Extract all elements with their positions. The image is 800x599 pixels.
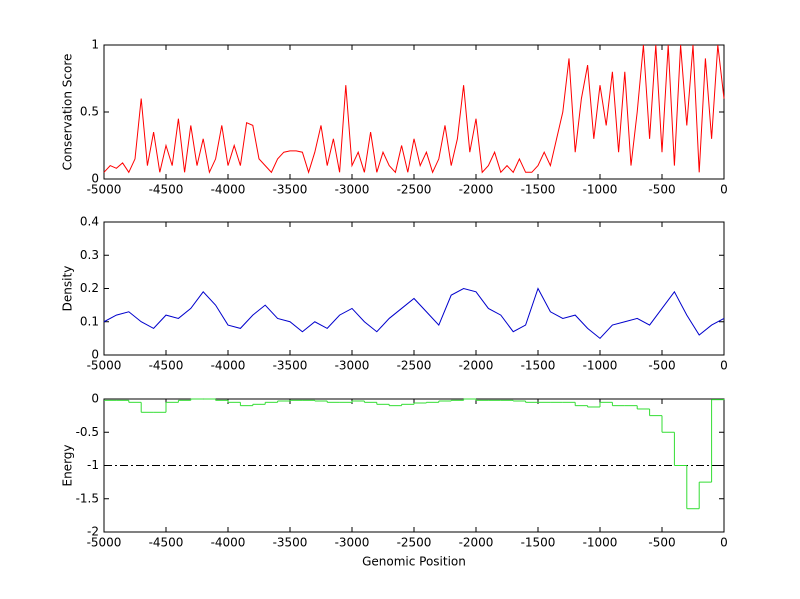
x-tick-label: -2500 — [397, 536, 432, 550]
data-line — [103, 44, 725, 174]
x-tick-label: -4000 — [211, 536, 246, 550]
y-tick-label: 0.4 — [80, 215, 99, 229]
x-tick-label: -4500 — [149, 536, 184, 550]
y-tick-label: -0.5 — [76, 425, 99, 439]
y-tick-label: 0.2 — [80, 281, 99, 295]
x-tick-label: 0 — [720, 183, 728, 197]
x-tick-label: -2000 — [459, 183, 494, 197]
x-tick-label: -1500 — [521, 536, 556, 550]
x-tick-label: -3000 — [335, 536, 370, 550]
x-tick-label: -4000 — [211, 359, 246, 373]
x-tick-label: -4500 — [149, 359, 184, 373]
y-tick-label: 0.1 — [80, 314, 99, 328]
x-tick-label: -1500 — [521, 359, 556, 373]
y-axis-label: Energy — [61, 444, 75, 486]
x-tick-label: -3500 — [273, 359, 308, 373]
x-tick-label: -3000 — [335, 359, 370, 373]
y-tick-label: 0.3 — [80, 248, 99, 262]
y-tick-label: -1 — [87, 458, 99, 472]
x-tick-label: -500 — [648, 536, 675, 550]
x-tick-label: 0 — [720, 359, 728, 373]
y-axis-label: Conservation Score — [61, 54, 75, 171]
x-tick-label: -5000 — [87, 536, 122, 550]
y-tick-label: 1 — [91, 38, 99, 52]
x-tick-label: -2500 — [397, 359, 432, 373]
x-tick-label: -1500 — [521, 183, 556, 197]
x-tick-label: -3500 — [273, 536, 308, 550]
x-tick-label: -1000 — [583, 359, 618, 373]
y-axis-label: Density — [61, 266, 75, 312]
x-tick-label: -500 — [648, 183, 675, 197]
x-tick-label: -2000 — [459, 359, 494, 373]
y-tick-label: 0 — [91, 392, 99, 406]
y-tick-label: 0.5 — [80, 105, 99, 119]
x-tick-label: -1000 — [583, 183, 618, 197]
y-tick-label: -2 — [87, 525, 99, 539]
x-tick-label: -4000 — [211, 183, 246, 197]
y-tick-label: -1.5 — [76, 491, 99, 505]
y-tick-label: 0 — [91, 172, 99, 186]
x-tick-label: -2000 — [459, 536, 494, 550]
x-axis-label: Genomic Position — [362, 555, 466, 569]
x-tick-label: -2500 — [397, 183, 432, 197]
x-tick-label: -5000 — [87, 359, 122, 373]
x-tick-label: -4500 — [149, 183, 184, 197]
x-tick-label: -3500 — [273, 183, 308, 197]
x-tick-label: -1000 — [583, 536, 618, 550]
x-tick-label: -5000 — [87, 183, 122, 197]
x-tick-label: -500 — [648, 359, 675, 373]
data-line — [103, 287, 725, 340]
x-tick-label: 0 — [720, 536, 728, 550]
x-tick-label: -3000 — [335, 183, 370, 197]
y-tick-label: 0 — [91, 348, 99, 362]
